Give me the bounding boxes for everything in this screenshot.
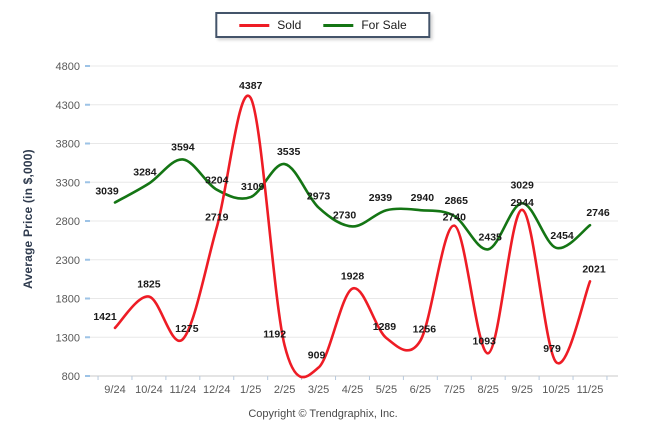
x-tick-label: 10/24	[135, 384, 163, 396]
sold-data-label: 979	[543, 343, 561, 355]
sold-data-label: 2021	[582, 263, 606, 275]
y-tick-label: 2300	[56, 255, 80, 267]
x-tick-label: 7/25	[444, 384, 465, 396]
for-sale-data-label: 2746	[586, 207, 610, 219]
x-tick-label: 11/25	[577, 384, 604, 396]
sold-line-swatch	[239, 23, 270, 27]
for-sale-data-label: 2973	[307, 191, 331, 203]
y-tick-label: 4800	[56, 61, 80, 73]
x-tick-label: 9/25	[511, 384, 532, 396]
for-sale-data-label: 3109	[241, 181, 265, 193]
legend-item-for-sale: For Sale	[323, 18, 407, 32]
copyright-text: Copyright © Trendgraphix, Inc.	[248, 408, 398, 420]
y-tick-label: 2800	[56, 216, 80, 228]
for-sale-data-label: 2865	[445, 195, 469, 207]
sold-data-label: 1825	[137, 279, 161, 291]
sold-data-label: 1289	[373, 321, 397, 333]
x-tick-label: 5/25	[376, 384, 397, 396]
sold-data-label: 909	[308, 350, 326, 362]
legend-label-sold: Sold	[277, 18, 302, 32]
for-sale-data-label: 3594	[171, 141, 195, 153]
sold-data-label: 1093	[473, 335, 497, 347]
x-tick-label: 10/25	[542, 384, 570, 396]
for-sale-data-label: 3535	[277, 146, 301, 158]
for-sale-data-label: 3029	[510, 179, 534, 191]
for-sale-line	[113, 158, 592, 251]
y-tick-label: 3800	[56, 139, 80, 151]
for-sale-data-label: 3284	[133, 166, 157, 178]
sold-data-label: 1192	[263, 329, 286, 341]
x-tick-label: 8/25	[478, 384, 499, 396]
x-tick-label: 12/24	[203, 384, 231, 396]
y-tick-label: 4300	[56, 100, 80, 112]
chart-legend: Sold For Sale	[215, 12, 431, 38]
x-tick-label: 4/25	[342, 384, 363, 396]
for-sale-data-label: 2940	[411, 192, 435, 204]
x-tick-label: 9/24	[104, 384, 125, 396]
x-tick-label: 1/25	[240, 384, 261, 396]
sold-data-label: 2719	[205, 211, 229, 223]
sold-data-label: 4387	[239, 80, 263, 92]
x-tick-label: 3/25	[308, 384, 329, 396]
sold-data-label: 2740	[443, 212, 467, 224]
legend-label-for-sale: For Sale	[361, 18, 407, 32]
for-sale-data-label: 2730	[333, 209, 357, 221]
for-sale-data-label: 3039	[95, 185, 119, 197]
sold-data-label: 1256	[413, 324, 437, 336]
y-tick-label: 1800	[56, 294, 80, 306]
sold-data-label: 1421	[93, 311, 117, 323]
x-tick-label: 6/25	[410, 384, 431, 396]
sold-data-label: 1928	[341, 271, 365, 283]
for-sale-data-label: 3204	[205, 175, 229, 187]
for-sale-data-label: 2435	[479, 231, 503, 243]
sold-line	[113, 94, 592, 379]
for-sale-data-label: 2454	[550, 230, 574, 242]
sold-data-label: 2944	[510, 197, 534, 209]
y-tick-label: 800	[62, 371, 80, 383]
y-tick-label: 1300	[56, 332, 80, 344]
y-axis-title: Average Price (in $,000)	[21, 149, 35, 289]
for-sale-data-label: 2939	[369, 192, 393, 204]
legend-item-sold: Sold	[239, 18, 301, 32]
for-sale-line-swatch	[323, 23, 354, 27]
x-tick-label: 11/24	[169, 384, 196, 396]
x-tick-label: 2/25	[274, 384, 295, 396]
y-tick-label: 3300	[56, 177, 80, 189]
sold-data-label: 1275	[175, 323, 199, 335]
